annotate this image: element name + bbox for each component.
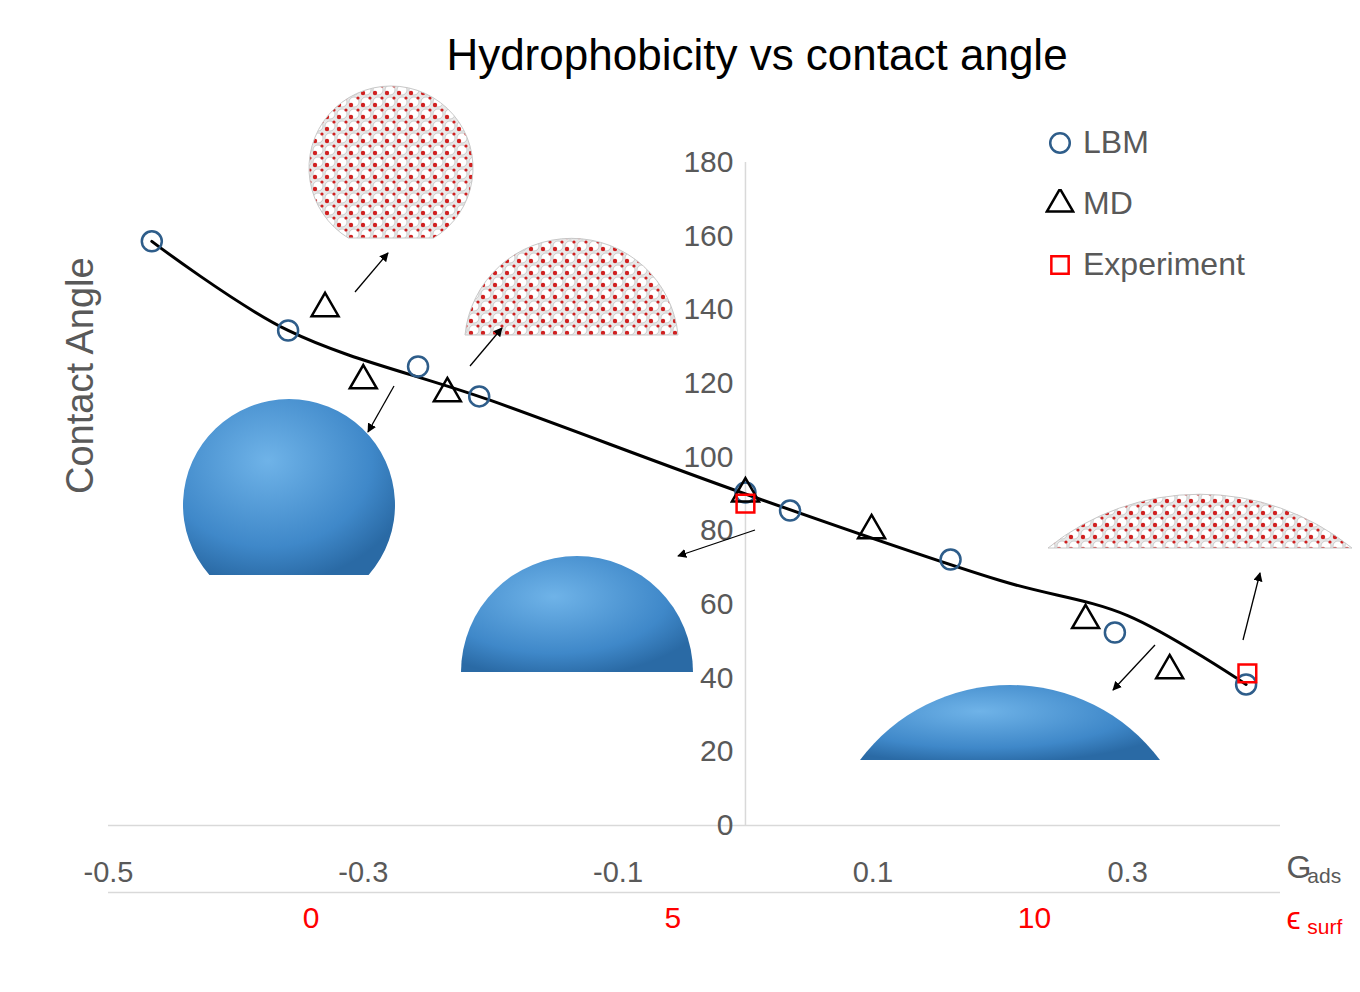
svg-text:-0.1: -0.1 (593, 856, 643, 888)
svg-text:G: G (1286, 848, 1312, 885)
svg-text:0: 0 (717, 808, 734, 841)
svg-text:120: 120 (683, 366, 733, 399)
html-text:Experiment: Experiment (1083, 246, 1245, 282)
svg-text:0.1: 0.1 (853, 856, 893, 888)
svg-text:-0.3: -0.3 (338, 856, 388, 888)
svg-text:10: 10 (1018, 901, 1051, 934)
svg-text:160: 160 (683, 219, 733, 252)
svg-text:0.3: 0.3 (1107, 856, 1147, 888)
html-text:LBM: LBM (1083, 124, 1149, 160)
svg-text:20: 20 (700, 734, 733, 767)
svg-text:ads: ads (1307, 864, 1341, 887)
svg-text:5: 5 (664, 901, 681, 934)
svg-text:140: 140 (683, 292, 733, 325)
svg-text:40: 40 (700, 661, 733, 694)
svg-text:surf: surf (1307, 915, 1342, 938)
svg-text:100: 100 (683, 440, 733, 473)
svg-text:-0.5: -0.5 (84, 856, 134, 888)
svg-text:0: 0 (303, 901, 320, 934)
html-text:Hydrophobicity vs contact angl: Hydrophobicity vs contact angle (446, 30, 1068, 79)
svg-text:80: 80 (700, 513, 733, 546)
svg-text:180: 180 (683, 145, 733, 178)
svg-text:Contact Angle: Contact Angle (59, 257, 101, 494)
svg-text:60: 60 (700, 587, 733, 620)
html-text:MD: MD (1083, 185, 1133, 221)
svg-text:ϵ: ϵ (1287, 900, 1301, 936)
